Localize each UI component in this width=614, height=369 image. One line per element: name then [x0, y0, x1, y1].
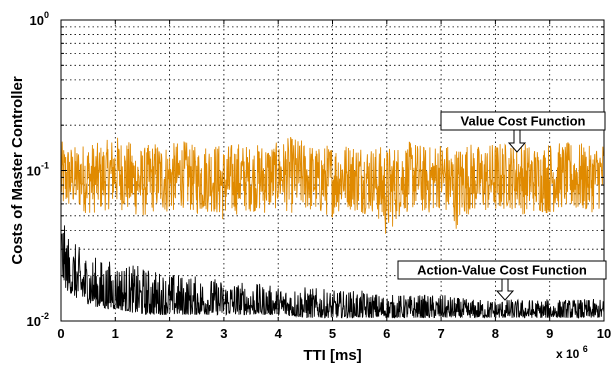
x-multiplier-base: x 10	[556, 347, 580, 361]
x-axis-label: TTI [ms]	[303, 347, 361, 364]
x-tick-label: 5	[329, 326, 336, 341]
ticks: 0 1 2 3 4 5 6 7 8 9 10 100 10-1 10-2	[27, 10, 612, 341]
x-multiplier-exponent: 6	[583, 344, 588, 354]
x-tick-label: 0	[57, 326, 64, 341]
annotation-box	[440, 111, 606, 131]
series-line-value-cost	[60, 136, 605, 234]
x-tick-label: 4	[275, 326, 283, 341]
x-tick-label: 9	[546, 326, 553, 341]
x-tick-label: 8	[492, 326, 499, 341]
x-tick-label: 6	[383, 326, 390, 341]
y-axis-label: Costs of Master Controller	[9, 76, 26, 265]
annotation-value-cost: Value Cost Function	[440, 111, 606, 153]
x-tick-label: 10	[597, 326, 611, 341]
y-tick-label: 100	[30, 10, 49, 28]
annotation-arrow	[507, 129, 527, 153]
y-tick-label: 10-1	[27, 161, 49, 179]
annotation-action-value-cost: Action-Value Cost Function	[397, 260, 607, 301]
x-multiplier: x 10 6	[556, 344, 588, 361]
x-tick-label: 3	[220, 326, 227, 341]
annotation-text: Value Cost Function	[461, 114, 586, 129]
annotation-arrow	[495, 278, 515, 301]
annotation-text: Action-Value Cost Function	[417, 263, 587, 278]
x-tick-label: 2	[166, 326, 173, 341]
x-tick-label: 1	[112, 326, 119, 341]
y-tick-label: 10-2	[27, 311, 49, 329]
annotations: Value Cost Function Action-Value Cost Fun…	[397, 111, 607, 301]
x-tick-label: 7	[437, 326, 444, 341]
series-line-action-value-cost	[60, 225, 605, 319]
series-layer	[60, 136, 605, 319]
